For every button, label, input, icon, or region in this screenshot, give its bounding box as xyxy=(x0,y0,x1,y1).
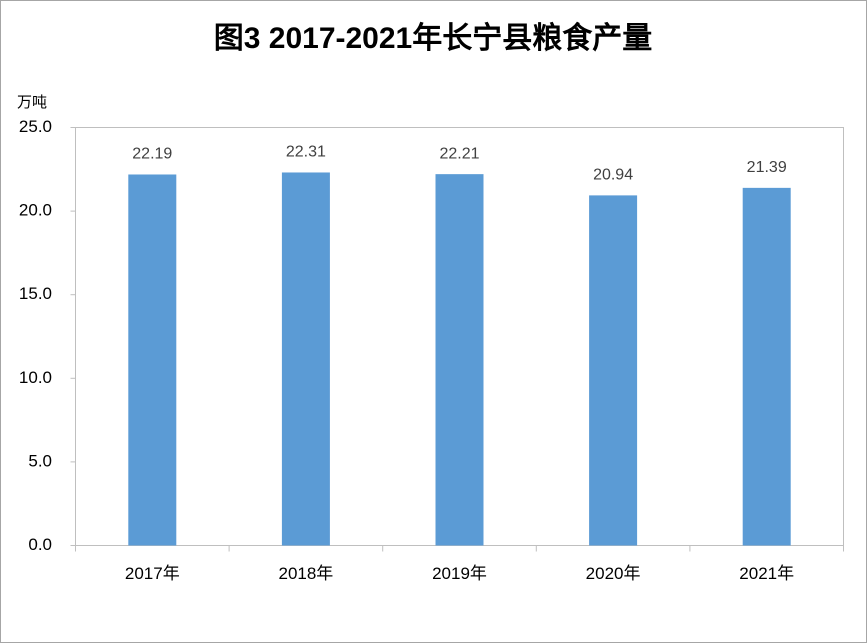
bar xyxy=(742,187,791,546)
value-label: 22.19 xyxy=(132,146,172,163)
value-label: 22.21 xyxy=(439,145,479,162)
y-tick-label: 25.0 xyxy=(19,117,52,136)
x-tick-label: 2021年 xyxy=(739,564,794,583)
y-axis-label: 万吨 xyxy=(17,94,47,111)
chart-title: 图3 2017-2021年长宁县粮食产量 xyxy=(214,21,653,55)
bar xyxy=(128,174,177,546)
y-tick-label: 20.0 xyxy=(19,201,52,220)
value-label: 22.31 xyxy=(286,144,326,161)
bar xyxy=(589,195,638,546)
y-tick-label: 10.0 xyxy=(19,368,52,387)
value-label: 20.94 xyxy=(593,167,633,184)
y-tick-label: 5.0 xyxy=(28,451,52,470)
y-tick-label: 0.0 xyxy=(28,535,52,554)
value-label: 21.39 xyxy=(747,159,787,176)
bar xyxy=(281,172,330,546)
x-tick-label: 2017年 xyxy=(125,564,180,583)
x-tick-label: 2018年 xyxy=(278,564,333,583)
x-tick-label: 2020年 xyxy=(586,564,641,583)
bar xyxy=(435,174,484,546)
x-tick-label: 2019年 xyxy=(432,564,487,583)
y-tick-label: 15.0 xyxy=(19,284,52,303)
